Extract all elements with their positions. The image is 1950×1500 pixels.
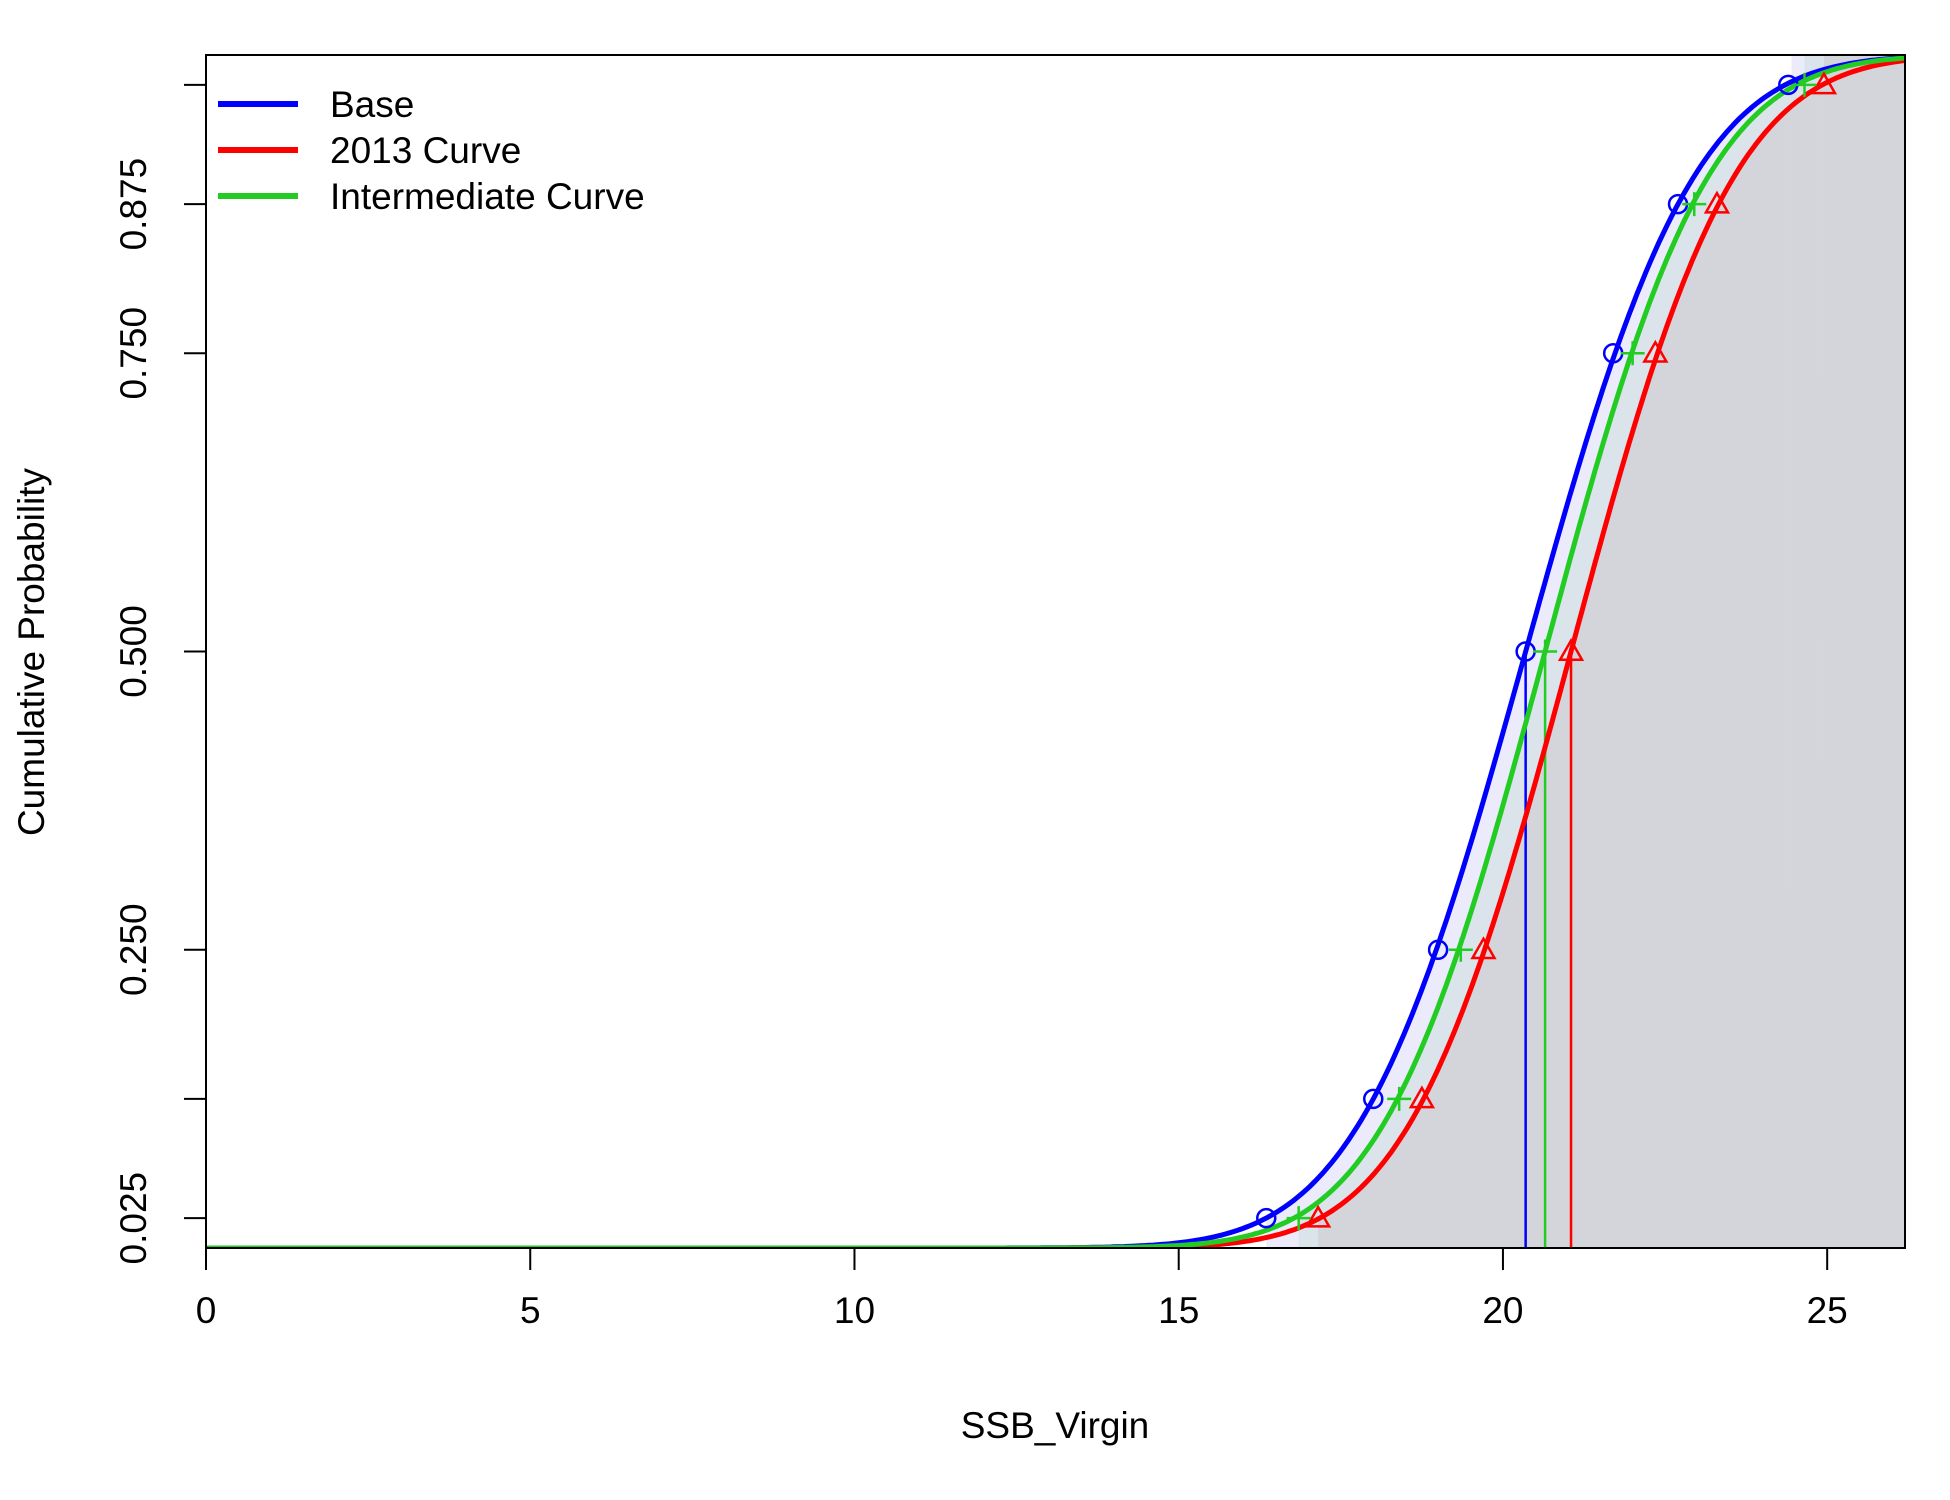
y-tick-label: 0.875 xyxy=(113,158,154,251)
y-tick-label: 0.250 xyxy=(113,903,154,996)
x-tick-label: 25 xyxy=(1807,1290,1848,1331)
x-tick-label: 20 xyxy=(1482,1290,1523,1331)
marker-intermediate-curve xyxy=(1286,1206,1311,1231)
upper-tail-intermediate-curve xyxy=(1804,55,1905,1248)
marker-intermediate-curve xyxy=(1620,341,1645,366)
y-tick-label: 0.500 xyxy=(113,605,154,698)
marker-base xyxy=(1427,939,1449,960)
x-tick-label: 5 xyxy=(520,1290,541,1331)
legend-label: Base xyxy=(330,84,414,125)
marker-intermediate-curve xyxy=(1682,192,1707,217)
marker-2013-curve xyxy=(1304,1204,1332,1228)
fill-intermediate-curve xyxy=(1298,80,1805,1248)
y-axis-label: Cumulative Probability xyxy=(11,467,52,836)
x-tick-label: 10 xyxy=(834,1290,875,1331)
confidence-fills xyxy=(1266,55,1905,1248)
marker-intermediate-curve xyxy=(1387,1086,1412,1111)
cdf-curve-2013-curve xyxy=(206,58,1905,1248)
marker-intermediate-curve xyxy=(1448,937,1473,962)
marker-2013-curve xyxy=(1557,637,1585,661)
y-tick-label: 0.750 xyxy=(113,307,154,400)
legend-label: 2013 Curve xyxy=(330,130,521,171)
y-axis: 0.025 0.250 0.500 0.750 0.875 xyxy=(113,83,206,1265)
x-axis: 0 5 10 15 20 25 xyxy=(196,1247,1848,1331)
marker-2013-curve xyxy=(1642,339,1669,363)
marker-base xyxy=(1256,1207,1277,1229)
y-tick-label: 0.025 xyxy=(113,1172,154,1265)
x-tick-label: 15 xyxy=(1158,1290,1199,1331)
upper-tail-2013-curve xyxy=(1823,55,1905,1248)
marker-intermediate-curve xyxy=(1533,639,1558,664)
marker-2013-curve xyxy=(1810,71,1838,95)
upper-tail-base xyxy=(1791,55,1905,1248)
marker-2013-curve xyxy=(1408,1085,1436,1109)
x-tick-label: 0 xyxy=(196,1290,217,1331)
marker-intermediate-curve xyxy=(1792,72,1817,97)
marker-base xyxy=(1363,1088,1384,1110)
x-axis-label: SSB_Virgin xyxy=(961,1405,1150,1446)
legend-label: Intermediate Curve xyxy=(330,176,645,217)
legend: Base 2013 Curve Intermediate Curve xyxy=(218,84,645,217)
fill-base xyxy=(1266,81,1792,1248)
marker-2013-curve xyxy=(1703,190,1731,214)
quantile-markers xyxy=(1256,71,1838,1231)
marker-2013-curve xyxy=(1470,936,1497,960)
